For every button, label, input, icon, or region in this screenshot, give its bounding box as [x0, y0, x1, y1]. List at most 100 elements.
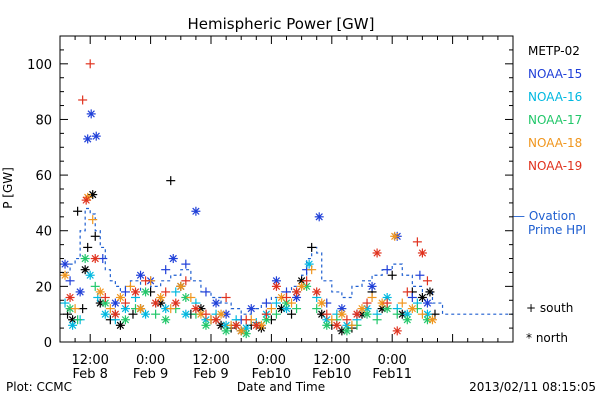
legend-noaa-17: NOAA-17: [528, 113, 582, 127]
data-points-layer: [60, 59, 440, 339]
point-noaa-17-23: [292, 304, 302, 314]
point-noaa-16-25: [304, 259, 314, 269]
point-metp-02-41: [425, 287, 435, 297]
point-noaa-15-30: [382, 265, 392, 275]
x-tick-label-date: Feb 9: [133, 367, 168, 382]
point-noaa-19-24: [292, 287, 302, 297]
x-tick-label-time: 12:00: [192, 353, 229, 368]
point-noaa-17-31: [372, 315, 382, 325]
point-noaa-19-17: [221, 292, 231, 302]
point-noaa-16-3: [85, 270, 95, 280]
x-tick-label-time: 0:00: [136, 353, 165, 368]
legend: METP-02 NOAA-15 NOAA-16 NOAA-17 NOAA-18 NOAA-…: [513, 44, 586, 345]
point-noaa-15-9: [136, 270, 146, 280]
point-noaa-18-0: [60, 270, 70, 280]
point-noaa-15-16: [211, 298, 221, 308]
point-noaa-15-27: [337, 304, 347, 314]
point-noaa-19-8: [131, 287, 140, 297]
point-noaa-19-18: [231, 320, 241, 330]
point-noaa-15-33: [415, 270, 425, 280]
point-metp-02-5: [83, 242, 93, 252]
point-noaa-15-5: [91, 131, 101, 141]
point-noaa-15-34: [422, 298, 432, 308]
ovation-hpi-line: [60, 207, 513, 315]
point-noaa-17-14: [201, 320, 211, 330]
point-noaa-18-25: [307, 265, 317, 275]
point-noaa-18-4: [95, 287, 105, 297]
point-noaa-19-5: [100, 292, 110, 302]
point-noaa-15-12: [168, 254, 178, 264]
point-noaa-15-2: [75, 287, 85, 297]
point-noaa-19-3: [85, 59, 95, 69]
point-noaa-18-6: [115, 292, 125, 302]
point-metp-02-15: [166, 176, 176, 186]
point-noaa-19-0: [65, 292, 75, 302]
point-noaa-19-9: [141, 276, 151, 286]
point-noaa-19-22: [271, 281, 281, 291]
plot-timestamp: 2013/02/11 08:15:05: [469, 380, 596, 394]
point-noaa-17-6: [120, 315, 130, 325]
point-noaa-17-26: [322, 320, 332, 330]
y-tick-label: 20: [35, 280, 52, 295]
legend-noaa-19: NOAA-19: [528, 159, 582, 173]
point-noaa-19-35: [402, 287, 412, 297]
point-noaa-19-1: [78, 95, 88, 105]
x-tick-label-date: Feb10: [252, 367, 292, 382]
x-tick-label-date: Feb 8: [72, 367, 107, 382]
x-tick-label-date: Feb10: [312, 367, 352, 382]
point-noaa-19-21: [261, 309, 271, 319]
point-noaa-18-35: [407, 304, 417, 314]
point-noaa-18-11: [166, 304, 176, 314]
point-metp-02-29: [307, 242, 317, 252]
legend-metp-02: METP-02: [528, 44, 580, 58]
point-noaa-17-16: [221, 326, 231, 336]
point-noaa-17-9: [151, 309, 161, 319]
point-noaa-15-6: [98, 254, 108, 264]
point-noaa-18-5: [105, 304, 115, 314]
point-noaa-18-7: [125, 281, 135, 291]
point-noaa-15-20: [261, 298, 271, 308]
point-noaa-18-27: [327, 315, 337, 325]
point-noaa-19-31: [362, 298, 372, 308]
point-noaa-16-0: [60, 298, 70, 308]
point-noaa-15-0: [60, 259, 70, 269]
point-noaa-18-37: [427, 315, 437, 325]
point-noaa-18-3: [88, 215, 98, 225]
y-tick-label: 0: [44, 336, 52, 351]
point-noaa-17-8: [141, 287, 151, 297]
legend-south-marker: + south: [526, 301, 573, 315]
point-noaa-16-5: [100, 309, 110, 319]
point-noaa-19-37: [417, 248, 427, 258]
point-noaa-18-21: [266, 304, 276, 314]
legend-ovation-line2: Prime HPI: [528, 223, 586, 237]
point-noaa-17-34: [402, 315, 412, 325]
point-noaa-15-8: [120, 287, 130, 297]
point-noaa-19-32: [372, 248, 382, 258]
point-noaa-17-25: [312, 304, 322, 314]
point-noaa-19-28: [332, 320, 342, 330]
point-noaa-19-2: [81, 195, 91, 205]
point-noaa-17-18: [241, 329, 251, 339]
point-noaa-15-32: [407, 292, 417, 302]
plot-credit: Plot: CCMC: [6, 380, 72, 394]
legend-noaa-15: NOAA-15: [528, 67, 582, 81]
point-noaa-18-1: [70, 304, 80, 314]
point-noaa-18-33: [390, 231, 400, 241]
point-noaa-17-2: [80, 254, 90, 264]
point-noaa-15-29: [367, 281, 377, 291]
point-noaa-17-1: [73, 315, 83, 325]
point-noaa-18-31: [367, 292, 377, 302]
y-tick-label: 80: [35, 113, 52, 128]
point-noaa-15-1: [65, 276, 75, 286]
point-noaa-19-7: [120, 298, 130, 308]
legend-noaa-16: NOAA-16: [528, 90, 582, 104]
ovation-line-layer: [60, 207, 513, 315]
point-noaa-15-13: [181, 259, 191, 269]
point-noaa-15-14: [191, 206, 201, 216]
point-noaa-19-14: [191, 304, 201, 314]
x-tick-label-date: Feb11: [372, 367, 412, 382]
legend-noaa-18: NOAA-18: [528, 136, 582, 150]
point-metp-02-7: [90, 231, 100, 241]
